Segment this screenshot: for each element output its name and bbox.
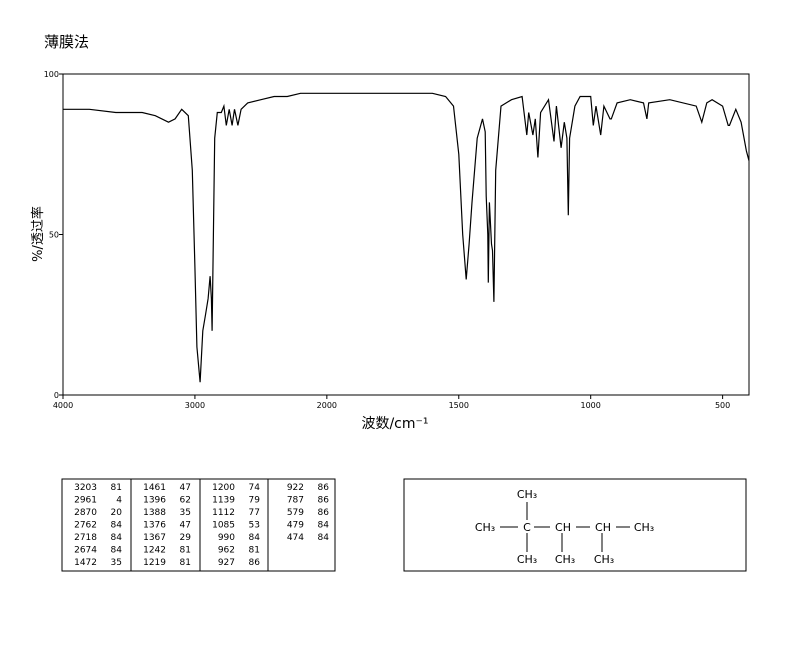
x-axis-label: 波数/cm⁻¹ <box>361 416 428 432</box>
peak-transmittance: 74 <box>249 483 261 493</box>
peak-wavenumber: 1388 <box>143 508 166 518</box>
bonds <box>500 502 630 552</box>
plot-frame <box>62 73 750 396</box>
peak-wavenumber: 474 <box>287 533 304 543</box>
peak-wavenumber: 1219 <box>143 558 166 568</box>
peak-transmittance: 84 <box>111 546 123 556</box>
peak-wavenumber: 1396 <box>143 496 166 506</box>
y-tick-label: 100 <box>44 70 59 79</box>
peak-wavenumber: 962 <box>218 546 235 556</box>
peak-transmittance: 81 <box>180 546 191 556</box>
peak-wavenumber: 922 <box>287 483 304 493</box>
peak-transmittance: 53 <box>249 521 260 531</box>
peak-wavenumber: 990 <box>218 533 235 543</box>
x-tick-label: 4000 <box>53 401 73 410</box>
peak-wavenumber: 1367 <box>143 533 166 543</box>
atom-label: CH₃ <box>517 553 537 566</box>
peak-wavenumber: 787 <box>287 496 304 506</box>
peak-transmittance: 79 <box>249 496 261 506</box>
atom-label: CH <box>555 521 571 534</box>
peak-transmittance: 84 <box>111 521 123 531</box>
peak-wavenumber: 2718 <box>74 533 97 543</box>
peak-transmittance: 35 <box>180 508 191 518</box>
peak-wavenumber: 1112 <box>212 508 235 518</box>
x-tick-label: 1000 <box>581 401 601 410</box>
peak-transmittance: 29 <box>180 533 192 543</box>
peak-transmittance: 86 <box>318 483 330 493</box>
peak-transmittance: 86 <box>249 558 261 568</box>
peak-transmittance: 84 <box>111 533 123 543</box>
peak-transmittance: 86 <box>318 508 330 518</box>
atom-label: CH₃ <box>594 553 614 566</box>
peak-transmittance: 35 <box>111 558 122 568</box>
peak-wavenumber: 579 <box>287 508 304 518</box>
peak-wavenumber: 2870 <box>74 508 97 518</box>
spectrum-line <box>63 92 750 383</box>
x-tick-label: 500 <box>715 401 730 410</box>
peak-transmittance: 84 <box>318 521 330 531</box>
peak-transmittance: 81 <box>249 546 260 556</box>
peak-wavenumber: 1242 <box>143 546 166 556</box>
peak-wavenumber: 2961 <box>74 496 97 506</box>
peak-wavenumber: 1200 <box>212 483 235 493</box>
peak-wavenumber: 1472 <box>74 558 97 568</box>
peak-transmittance: 62 <box>180 496 191 506</box>
atom-label: CH₃ <box>517 488 537 501</box>
structure-frame <box>403 478 747 572</box>
chart-title: 薄膜法 <box>44 33 89 51</box>
peak-transmittance: 81 <box>180 558 191 568</box>
peak-wavenumber: 2762 <box>74 521 97 531</box>
peak-table-frame <box>61 478 336 572</box>
peak-wavenumber: 927 <box>218 558 235 568</box>
peak-transmittance: 47 <box>180 483 191 493</box>
peak-transmittance: 84 <box>318 533 330 543</box>
y-tick-label: 0 <box>54 391 59 400</box>
x-tick-label: 1500 <box>449 401 469 410</box>
peak-transmittance: 20 <box>111 508 123 518</box>
y-tick-label: 50 <box>49 231 59 240</box>
peak-wavenumber: 1139 <box>212 496 235 506</box>
peak-transmittance: 4 <box>116 496 122 506</box>
atom-label: CH₃ <box>555 553 575 566</box>
peak-transmittance: 84 <box>249 533 261 543</box>
peak-wavenumber: 1376 <box>143 521 166 531</box>
peak-transmittance: 86 <box>318 496 330 506</box>
peak-transmittance: 47 <box>180 521 191 531</box>
y-axis-label: %/透过率 <box>30 206 46 262</box>
peak-transmittance: 77 <box>249 508 260 518</box>
atom-label: CH <box>595 521 611 534</box>
peak-wavenumber: 1461 <box>143 483 166 493</box>
peak-transmittance: 81 <box>111 483 122 493</box>
peak-wavenumber: 479 <box>287 521 304 531</box>
peak-wavenumber: 1085 <box>212 521 235 531</box>
atom-label: C <box>523 521 531 534</box>
atom-label: CH₃ <box>634 521 654 534</box>
x-tick-label: 3000 <box>185 401 205 410</box>
x-tick-label: 2000 <box>317 401 337 410</box>
atom-label: CH₃ <box>475 521 495 534</box>
peak-wavenumber: 2674 <box>74 546 97 556</box>
peak-wavenumber: 3203 <box>74 483 97 493</box>
